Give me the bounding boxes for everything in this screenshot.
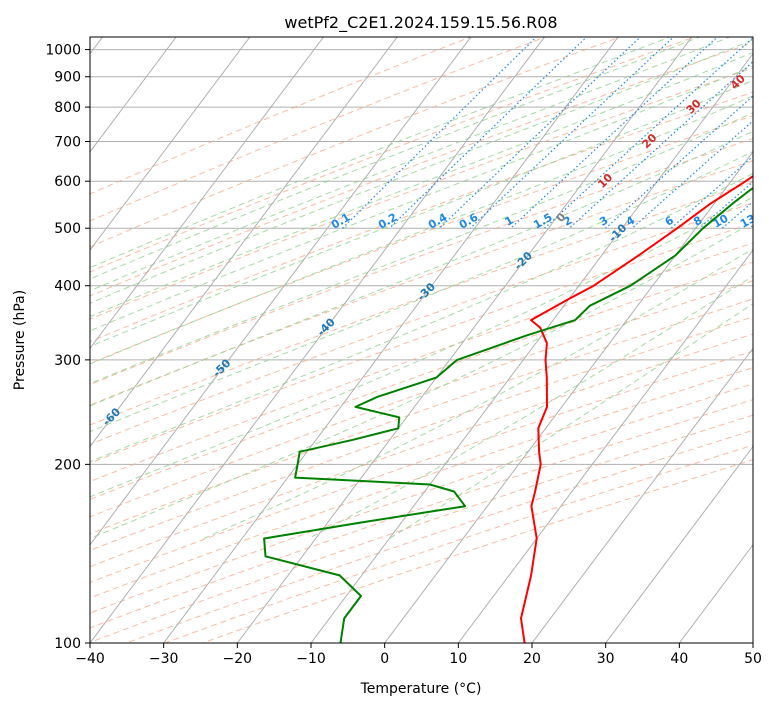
x-axis-ticks: −40 −30 −20 −10 0 10 20 30 40 50 xyxy=(75,643,762,667)
moist-adiabat xyxy=(389,302,753,539)
isotherm xyxy=(90,37,472,546)
y-tick-label: 500 xyxy=(54,221,81,237)
plot-frame xyxy=(89,36,754,644)
temperature-profile xyxy=(520,175,753,643)
x-tick-label: 20 xyxy=(523,651,541,667)
moist-adiabat xyxy=(90,65,753,332)
moist-adiabat xyxy=(90,172,753,463)
y-tick-label: 400 xyxy=(54,279,81,295)
mixing-ratio-label: 13 xyxy=(738,212,758,231)
isotherm xyxy=(90,37,251,251)
dry-adiabat xyxy=(90,316,753,551)
mixing-ratio-line xyxy=(342,37,538,229)
x-tick-label: −30 xyxy=(149,651,179,667)
dry-adiabat xyxy=(90,280,753,518)
x-tick-label: −20 xyxy=(223,651,253,667)
isotherm xyxy=(457,249,753,643)
x-tick-label: 30 xyxy=(597,651,615,667)
isotherm xyxy=(90,37,398,448)
mixing-ratio-line xyxy=(568,60,753,229)
x-axis-title: Temperature (°C) xyxy=(360,681,482,697)
x-tick-label: 50 xyxy=(744,651,762,667)
moist-adiabat xyxy=(90,79,753,348)
mixing-ratio-line xyxy=(510,37,719,229)
y-tick-label: 900 xyxy=(54,70,81,86)
pressure-grid xyxy=(90,49,753,643)
isotherm xyxy=(236,37,693,643)
dry-adiabat xyxy=(90,115,753,365)
moist-adiabat xyxy=(90,150,753,433)
isotherm xyxy=(531,347,753,643)
moist-adiabat xyxy=(90,37,672,269)
dewpoint-profile xyxy=(263,187,753,643)
dry-adiabat xyxy=(90,367,753,599)
dry-adiabat xyxy=(90,202,753,445)
isotherm xyxy=(90,37,177,153)
y-tick-label: 700 xyxy=(54,134,81,150)
mixing-ratio-line xyxy=(631,120,753,229)
x-tick-label: −10 xyxy=(296,651,326,667)
dry-adiabat xyxy=(90,181,753,426)
y-tick-label: 600 xyxy=(54,174,81,190)
x-tick-label: 0 xyxy=(380,651,389,667)
mixing-ratio-lines xyxy=(342,37,753,229)
dry-adiabat xyxy=(90,242,753,483)
y-tick-label: 300 xyxy=(54,353,81,369)
x-tick-label: 10 xyxy=(449,651,467,667)
mixing-ratio-line xyxy=(544,37,753,229)
dry-adiabat xyxy=(90,37,472,195)
plot-area: 0.10.20.40.611.52346810131620253036-100-… xyxy=(90,37,758,643)
y-tick-label: 800 xyxy=(54,100,81,116)
isotherm xyxy=(163,37,619,643)
isotherm xyxy=(310,52,753,643)
x-tick-label: −40 xyxy=(75,651,105,667)
moist-adiabats xyxy=(90,37,753,539)
y-tick-label: 1000 xyxy=(45,43,81,59)
isotherm xyxy=(90,37,546,643)
moist-adiabat xyxy=(90,37,701,280)
moist-adiabat xyxy=(90,112,753,385)
dry-adiabats xyxy=(90,37,753,643)
chart-title: wetPf2_C2E1.2024.159.15.56.R08 xyxy=(284,13,557,33)
moist-adiabat xyxy=(90,39,753,304)
moist-adiabat xyxy=(203,248,753,539)
dry-adiabat xyxy=(90,298,753,535)
dry-adiabat xyxy=(90,137,753,386)
moist-adiabat xyxy=(90,130,753,407)
skewed-isotherms xyxy=(90,37,753,643)
y-axis-title: Pressure (hPa) xyxy=(12,290,28,390)
isotherm xyxy=(90,37,325,350)
dry-adiabat xyxy=(90,37,547,222)
isotherm xyxy=(605,445,753,643)
x-tick-label: 40 xyxy=(670,651,688,667)
dry-adiabat xyxy=(90,333,753,568)
moist-adiabat xyxy=(90,221,753,539)
y-axis-ticks: 100 200 300 400 500 600 700 800 900 1000 xyxy=(45,43,90,652)
dry-adiabat xyxy=(90,91,753,343)
y-tick-label: 200 xyxy=(54,457,81,473)
mixing-ratio-line xyxy=(389,37,588,229)
moist-adiabat xyxy=(90,51,753,318)
isotherm xyxy=(384,151,753,643)
isotherm xyxy=(678,543,753,643)
mixing-ratio-line xyxy=(469,37,675,229)
y-tick-label: 100 xyxy=(54,636,81,652)
dry-adiabat xyxy=(90,37,622,248)
sounding-series xyxy=(263,175,753,643)
